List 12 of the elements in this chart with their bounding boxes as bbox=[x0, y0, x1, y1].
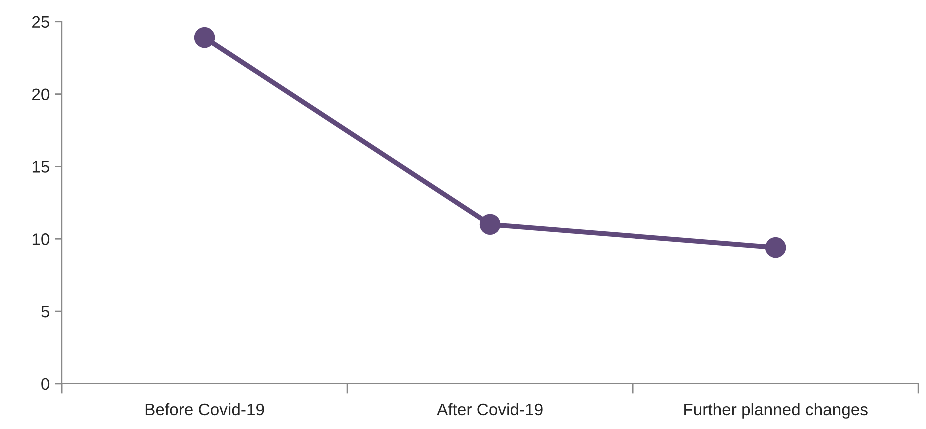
point bbox=[480, 214, 501, 236]
y-tick-label: 20 bbox=[32, 88, 50, 100]
y-tick-label: 25 bbox=[32, 16, 50, 28]
x-tick-label: Further planned changes bbox=[684, 403, 868, 419]
x-tick-label: Before Covid-19 bbox=[146, 403, 264, 416]
y-tick-label: 0 bbox=[42, 378, 50, 390]
point bbox=[194, 27, 216, 48]
point bbox=[765, 237, 786, 258]
y-tick-label: 10 bbox=[32, 234, 50, 246]
y-tick-label: 5 bbox=[42, 306, 50, 318]
x-tick-label: After Covid-19 bbox=[437, 403, 543, 416]
y-tick-label: 15 bbox=[32, 161, 50, 173]
